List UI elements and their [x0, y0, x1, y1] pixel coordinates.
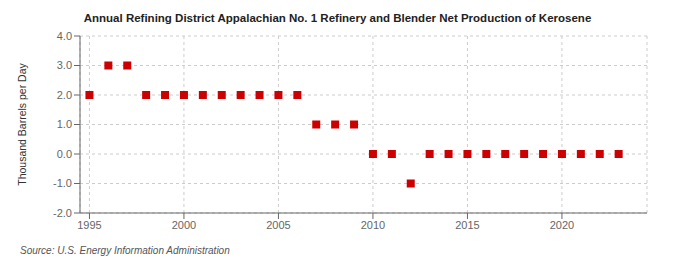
svg-text:2005: 2005 — [266, 219, 290, 231]
html-text:Annual Refining District Appal: Annual Refining District Appalachian No.… — [83, 12, 592, 24]
svg-text:0.0: 0.0 — [57, 148, 72, 160]
svg-text:2010: 2010 — [361, 219, 385, 231]
svg-text:-1.0: -1.0 — [53, 177, 72, 189]
svg-text:1.0: 1.0 — [57, 118, 72, 130]
svg-text:1995: 1995 — [77, 219, 101, 231]
svg-text:2020: 2020 — [550, 219, 574, 231]
svg-text:4.0: 4.0 — [57, 30, 72, 42]
svg-text:2000: 2000 — [172, 219, 196, 231]
svg-text:Thousand Barrels per Day: Thousand Barrels per Day — [16, 62, 28, 185]
svg-text:2.0: 2.0 — [57, 89, 72, 101]
svg-text:3.0: 3.0 — [57, 59, 72, 71]
svg-text:2015: 2015 — [455, 219, 479, 231]
html-text:Source: U.S. Energy Informatio: Source: U.S. Energy Information Administ… — [20, 245, 230, 256]
svg-text:-2.0: -2.0 — [53, 207, 72, 219]
